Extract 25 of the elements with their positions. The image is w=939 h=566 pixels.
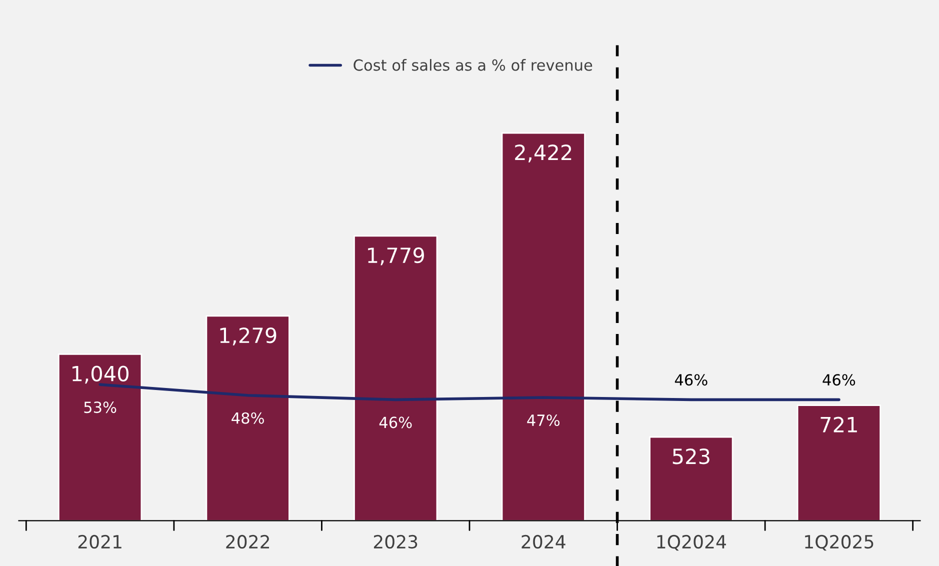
x-tick-label: 2021 (78, 534, 122, 549)
bar (649, 436, 734, 521)
bar (501, 132, 586, 521)
bar (58, 354, 142, 521)
data-label: 46% (379, 416, 412, 428)
data-label: 53% (84, 402, 116, 414)
x-tick-label: 2022 (226, 534, 269, 549)
x-tick-label: 1Q2025 (805, 534, 874, 551)
data-label: 46% (674, 374, 708, 386)
data-label: 1,040 (72, 366, 128, 384)
bar (206, 315, 290, 521)
bar (796, 404, 882, 521)
x-tick-label: 2024 (522, 534, 566, 549)
data-label: 47% (527, 414, 560, 426)
data-label: 1,279 (220, 327, 276, 346)
data-label: 48% (232, 412, 264, 424)
x-tick-label: 2023 (374, 534, 418, 549)
data-label: 1,779 (368, 247, 424, 266)
x-tick-label: 1Q2024 (657, 534, 726, 551)
bar (354, 235, 438, 521)
data-label: 721 (820, 416, 857, 432)
legend-label: Cost of sales as a % of revenue (354, 59, 592, 71)
data-label: 46% (822, 374, 856, 386)
data-label: 2,422 (515, 144, 572, 162)
data-label: 523 (672, 448, 710, 464)
